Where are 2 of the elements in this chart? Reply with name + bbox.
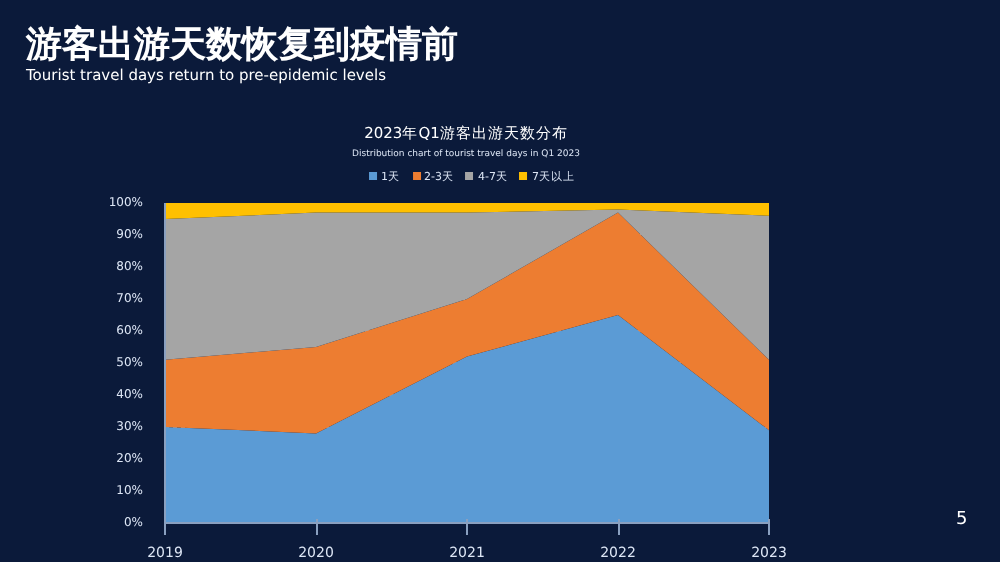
text: 5 (956, 508, 968, 534)
text: 游客出游天数恢复到疫情前 (26, 22, 458, 68)
